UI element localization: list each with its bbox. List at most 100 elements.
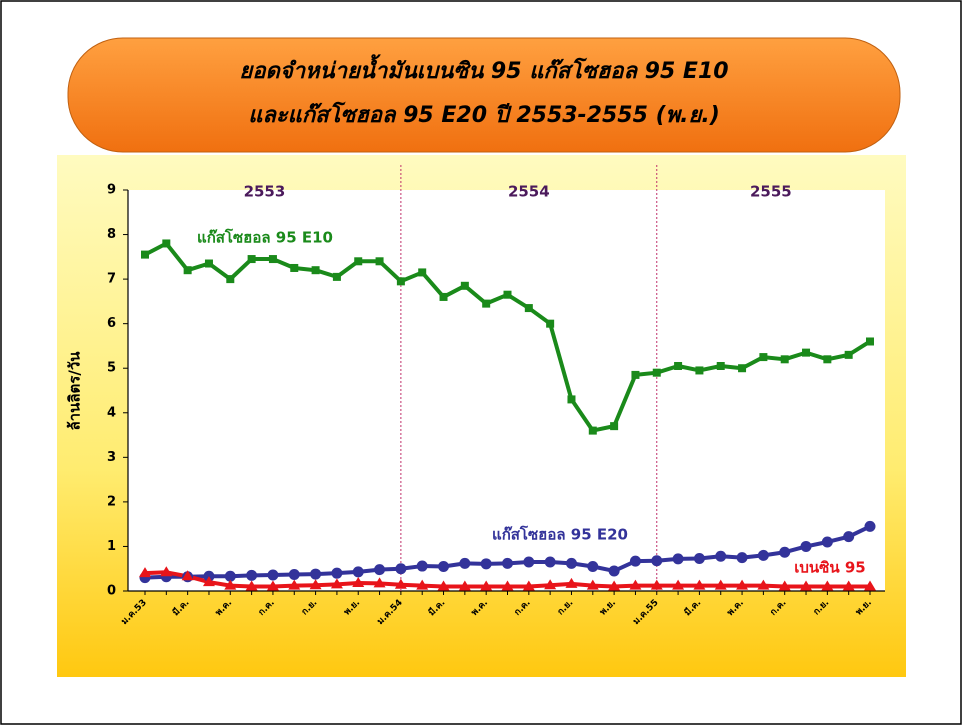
point (202, 576, 215, 587)
point (693, 579, 706, 590)
point (864, 580, 876, 591)
point (309, 579, 322, 590)
point (780, 355, 789, 364)
point (480, 558, 492, 570)
point (332, 272, 341, 281)
point (695, 366, 704, 375)
point (652, 368, 661, 377)
point (246, 569, 258, 581)
point (160, 566, 173, 577)
point (352, 566, 364, 578)
point (864, 520, 876, 532)
point (779, 546, 791, 558)
y-tick-label: 6 (107, 316, 116, 331)
point (757, 579, 770, 590)
point (821, 536, 833, 548)
point (736, 579, 749, 590)
point (503, 290, 512, 299)
point (672, 579, 685, 590)
point (141, 250, 149, 259)
point (778, 580, 791, 591)
point (330, 578, 343, 589)
point (800, 580, 813, 591)
y-tick-label: 4 (107, 405, 116, 420)
point (437, 580, 450, 591)
point (459, 557, 471, 569)
point (480, 580, 493, 591)
point (631, 370, 640, 379)
point (418, 268, 427, 277)
y-tick-label: 9 (107, 183, 116, 198)
y-tick-label: 0 (107, 584, 116, 599)
point (396, 277, 405, 286)
series-label: เบนซิน 95 (794, 559, 865, 577)
point (651, 555, 663, 567)
point (310, 568, 322, 580)
series-label: แก๊สโซฮอล 95 E10 (197, 228, 333, 247)
point (290, 263, 299, 272)
point (844, 350, 853, 359)
point (522, 580, 535, 591)
point (181, 570, 194, 581)
point (757, 549, 769, 561)
point (866, 337, 874, 346)
point (843, 531, 855, 543)
chart-title: และแก๊สโซฮอล 95 E20 ปี 2553-2555 (พ.ย.) (248, 101, 720, 128)
point (674, 361, 683, 370)
point (608, 565, 620, 577)
point (245, 580, 258, 591)
point (266, 580, 279, 591)
point (629, 555, 641, 567)
point (546, 319, 555, 328)
point (842, 580, 855, 591)
point (162, 239, 171, 248)
y-tick-label: 2 (107, 494, 116, 509)
point (439, 292, 448, 301)
point (395, 563, 407, 575)
y-tick-label: 1 (107, 539, 116, 554)
point (544, 556, 556, 568)
point (821, 580, 834, 591)
point (823, 355, 832, 364)
point (416, 560, 428, 572)
point (693, 552, 705, 564)
point (204, 259, 213, 268)
point (224, 570, 236, 582)
series-label: แก๊สโซฮอล 95 E20 (492, 525, 628, 544)
point (736, 552, 748, 564)
point (565, 577, 578, 588)
y-tick-label: 3 (107, 450, 116, 465)
point (139, 567, 151, 578)
point (587, 560, 599, 572)
point (268, 255, 277, 264)
year-label: 2554 (508, 183, 550, 201)
year-label: 2555 (750, 183, 792, 201)
point (610, 422, 619, 431)
point (650, 579, 663, 590)
point (458, 580, 471, 591)
year-label: 2553 (244, 183, 286, 201)
y-tick-label: 8 (107, 227, 116, 242)
point (716, 361, 725, 370)
point (288, 569, 300, 581)
point (502, 557, 513, 569)
point (738, 364, 747, 373)
point (352, 576, 365, 587)
point (715, 550, 727, 562)
point (288, 579, 301, 590)
point (608, 580, 621, 591)
point (354, 257, 363, 266)
point (672, 553, 684, 565)
point (523, 556, 535, 568)
point (714, 579, 727, 590)
point (482, 299, 491, 308)
chart-title: ยอดจำหน่ายน้ำมันเบนซิน 95 แก๊สโซฮอล 95 E… (239, 54, 728, 84)
y-axis-label: ล้านลิตร/วัน (66, 351, 84, 431)
y-tick-label: 5 (107, 361, 116, 376)
point (501, 580, 514, 591)
y-tick-label: 7 (107, 272, 116, 287)
point (416, 579, 429, 590)
point (267, 569, 279, 581)
point (629, 579, 642, 590)
point (247, 255, 256, 264)
